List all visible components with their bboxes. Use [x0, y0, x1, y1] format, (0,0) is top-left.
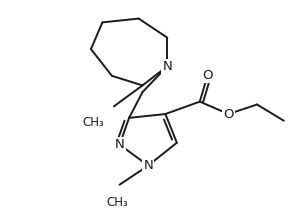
Text: CH₃: CH₃	[107, 196, 129, 209]
Text: CH₃: CH₃	[83, 116, 104, 129]
Text: O: O	[202, 69, 213, 82]
Text: O: O	[223, 107, 234, 121]
Text: N: N	[162, 60, 172, 73]
Text: N: N	[143, 159, 153, 172]
Text: N: N	[115, 138, 125, 151]
